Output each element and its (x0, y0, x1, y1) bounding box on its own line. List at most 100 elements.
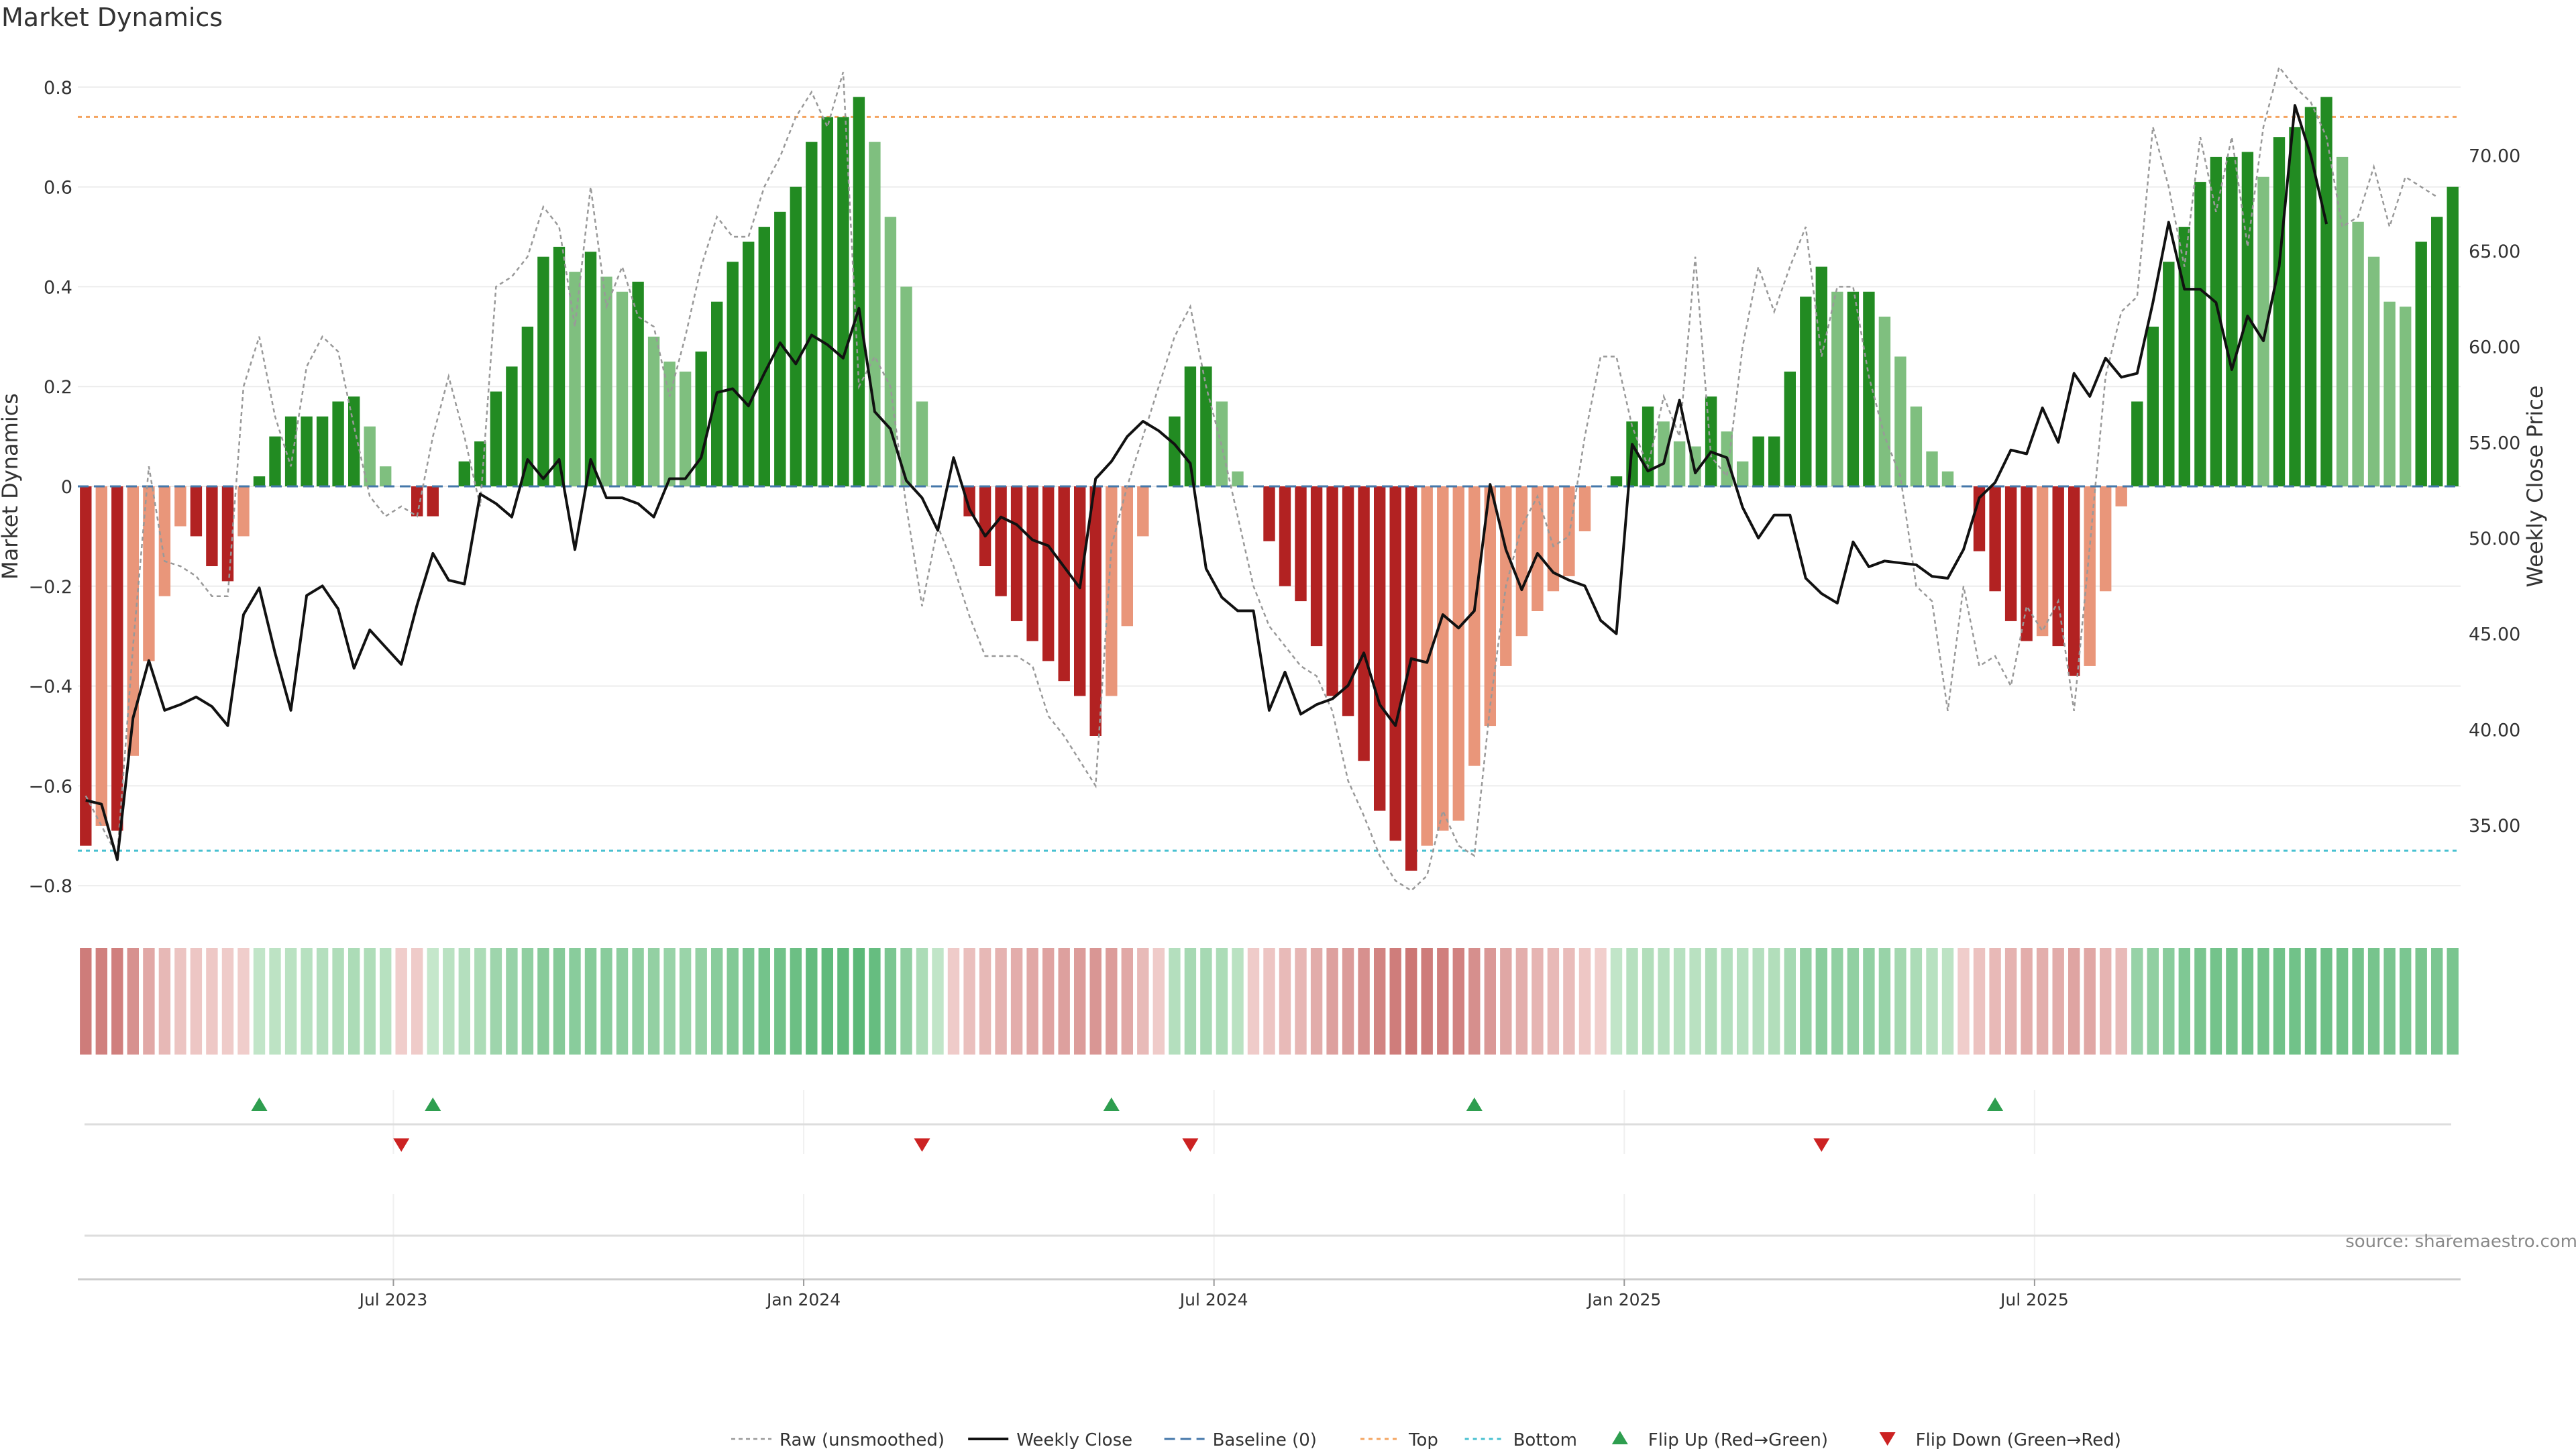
heat-cell (158, 948, 171, 1055)
flip-up-marker (1466, 1097, 1483, 1111)
heat-cell (411, 948, 423, 1055)
heat-cell (2241, 948, 2254, 1055)
heat-cell (695, 948, 707, 1055)
y2-tick-label: 40.00 (2469, 720, 2520, 741)
heat-cell (2052, 948, 2064, 1055)
momentum-bar (774, 211, 786, 486)
momentum-bar (553, 246, 566, 486)
heat-cell (1026, 948, 1038, 1055)
momentum-bar (1184, 366, 1197, 486)
heat-cell (1815, 948, 1827, 1055)
momentum-bar (1389, 486, 1401, 841)
momentum-bar (853, 97, 865, 487)
heat-cell (2352, 948, 2364, 1055)
momentum-bar (206, 486, 218, 566)
heat-cell (284, 948, 297, 1055)
momentum-bar (2147, 326, 2159, 486)
heat-cell (1184, 948, 1197, 1055)
heat-cell (474, 948, 486, 1055)
momentum-bar (143, 486, 155, 661)
legend-swatch (1611, 1431, 1628, 1444)
momentum-bar (253, 476, 266, 486)
momentum-bar (1058, 486, 1070, 682)
momentum-bar (2447, 186, 2459, 486)
heat-cell (1863, 948, 1875, 1055)
y-tick-label: −0.2 (28, 577, 72, 598)
momentum-bar (1089, 486, 1102, 736)
momentum-bar (1878, 317, 1891, 486)
momentum-bar (2163, 262, 2175, 486)
momentum-bar (616, 291, 629, 486)
heat-cell (506, 948, 518, 1055)
heat-cell (979, 948, 991, 1055)
momentum-bar (2084, 486, 2096, 666)
y2-tick-label: 70.00 (2469, 146, 2520, 166)
momentum-bar (2194, 182, 2206, 486)
y2-tick-label: 60.00 (2469, 337, 2520, 358)
momentum-bar (458, 461, 470, 486)
y-tick-label: 0.6 (44, 178, 72, 199)
y2-tick-label: 55.00 (2469, 433, 2520, 453)
heat-cell (632, 948, 644, 1055)
momentum-bar (1500, 486, 1512, 666)
heat-cell (1737, 948, 1749, 1055)
momentum-bar (348, 396, 360, 486)
momentum-bar (900, 286, 912, 486)
heat-cell (1042, 948, 1055, 1055)
heat-cell (2400, 948, 2412, 1055)
flip-up-marker (251, 1097, 268, 1111)
heat-cell (1926, 948, 1938, 1055)
heat-cell (2147, 948, 2159, 1055)
momentum-bar (1010, 486, 1023, 621)
momentum-bar (1831, 291, 1843, 486)
heat-cell (1137, 948, 1149, 1055)
heat-cell (774, 948, 786, 1055)
momentum-bar (2021, 486, 2033, 641)
heat-cell (995, 948, 1007, 1055)
momentum-bar (284, 416, 297, 486)
momentum-bar (2178, 227, 2190, 486)
momentum-bar (2052, 486, 2064, 647)
momentum-bar (584, 252, 597, 486)
momentum-bar (80, 486, 92, 846)
heat-cell (521, 948, 534, 1055)
y-tick-label: 0.4 (44, 277, 72, 298)
heat-cell (790, 948, 802, 1055)
momentum-bar (790, 186, 802, 486)
heat-cell (1752, 948, 1764, 1055)
heat-cell (2068, 948, 2080, 1055)
flip-down-marker (1182, 1138, 1199, 1152)
heat-cell (1831, 948, 1843, 1055)
momentum-bar (2100, 486, 2112, 592)
heat-cell (127, 948, 139, 1055)
momentum-bar (1121, 486, 1133, 627)
heat-cell (1058, 948, 1070, 1055)
heat-cell (1437, 948, 1449, 1055)
momentum-bar (1042, 486, 1055, 661)
heat-cell (2131, 948, 2143, 1055)
heat-cell (427, 948, 439, 1055)
momentum-bar (1421, 486, 1433, 846)
heat-cell (1642, 948, 1654, 1055)
momentum-bar (1532, 486, 1544, 611)
heat-cell (2447, 948, 2459, 1055)
heat-cell (1342, 948, 1354, 1055)
momentum-bar (1074, 486, 1086, 696)
momentum-bar (1768, 436, 1780, 486)
momentum-bar (821, 117, 833, 486)
momentum-bar (2320, 97, 2332, 487)
momentum-bar (1405, 486, 1417, 871)
momentum-bar (474, 441, 486, 486)
heat-cell (2383, 948, 2396, 1055)
heat-cell (206, 948, 218, 1055)
heat-cell (174, 948, 186, 1055)
momentum-bar (2210, 156, 2222, 486)
heat-cell (1894, 948, 1907, 1055)
momentum-bar (380, 466, 392, 486)
momentum-bar (1658, 421, 1670, 486)
momentum-bar (695, 352, 707, 486)
heat-cell (348, 948, 360, 1055)
momentum-bar (1169, 416, 1181, 486)
heat-cell (111, 948, 123, 1055)
